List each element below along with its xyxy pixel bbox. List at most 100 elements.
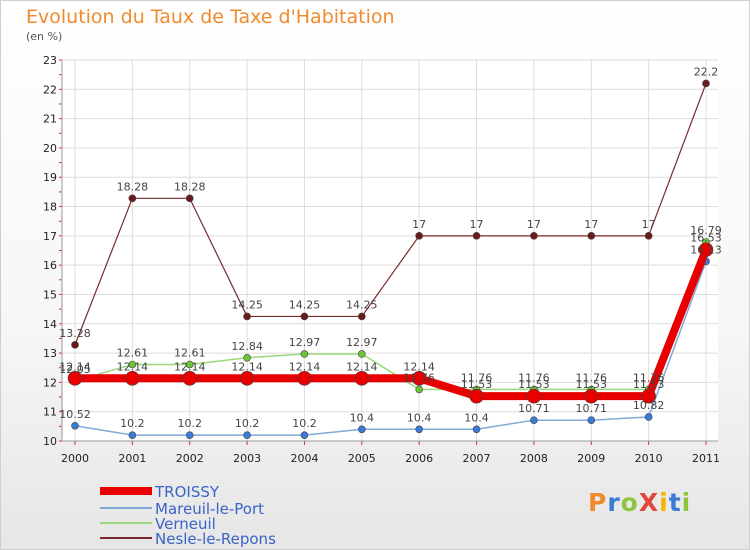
data-point-troissy: [583, 388, 599, 404]
data-point-nesle-le-repons: [702, 79, 710, 88]
data-point-nesle-le-repons: [243, 312, 251, 321]
data-label-verneuil: 12.84: [231, 340, 263, 353]
data-label-mareuil-le-port: 10.82: [633, 399, 665, 412]
data-label-verneuil: 12.61: [117, 347, 149, 360]
brand-letter: i: [681, 488, 692, 517]
data-label-troissy: 11.53: [518, 378, 550, 391]
data-label-mareuil-le-port: 10.2: [292, 417, 317, 430]
x-tick-label: 2006: [405, 452, 433, 465]
data-label-verneuil: 11.76: [518, 371, 550, 384]
data-point-mareuil-le-port: [128, 431, 137, 439]
legend-label-mareuil-le-port: Mareuil-le-Port: [155, 500, 264, 518]
data-label-nesle-le-repons: 17: [412, 218, 426, 231]
data-label-nesle-le-repons: 18.28: [117, 180, 149, 193]
x-tick-label: 2008: [520, 452, 548, 465]
data-label-mareuil-le-port: 16.13: [690, 243, 722, 256]
y-tick-label: 19: [43, 171, 57, 184]
data-label-nesle-le-repons: 14.25: [231, 298, 263, 311]
data-label-troissy: 11.53: [576, 378, 608, 391]
data-label-mareuil-le-port: 10.71: [576, 402, 608, 415]
brand-letter: t: [668, 488, 682, 517]
data-point-troissy: [469, 388, 484, 404]
data-label-mareuil-le-port: 10.2: [177, 417, 202, 430]
data-point-mareuil-le-port: [185, 431, 194, 439]
data-point-mareuil-le-port: [644, 413, 653, 421]
series-line-nesle-le-repons: [74, 83, 707, 346]
x-tick-label: 2003: [233, 452, 261, 465]
data-point-troissy: [641, 388, 656, 404]
chart-title: Evolution du Taux de Taxe d'Habitation: [26, 6, 395, 28]
chart-unit-label: (en %): [26, 30, 63, 43]
brand-letter: i: [659, 488, 669, 517]
data-label-mareuil-le-port: 10.52: [59, 408, 91, 421]
data-point-mareuil-le-port: [71, 421, 79, 430]
data-label-mareuil-le-port: 10.71: [518, 402, 550, 415]
data-label-verneuil: 11.76: [633, 371, 665, 384]
data-point-troissy: [411, 370, 427, 386]
data-label-troissy: 11.53: [633, 378, 665, 391]
data-label-troissy: 12.14: [174, 360, 206, 373]
data-point-nesle-le-repons: [185, 194, 194, 203]
data-label-mareuil-le-port: 10.4: [407, 411, 432, 424]
data-label-troissy: 16.53: [690, 232, 722, 245]
legend-label-troissy: TROISSY: [154, 483, 220, 501]
data-point-nesle-le-repons: [587, 232, 596, 240]
data-point-troissy: [125, 370, 140, 386]
x-tick-label: 2002: [176, 452, 204, 465]
data-point-mareuil-le-port: [358, 425, 366, 434]
data-label-verneuil: 12.05: [59, 363, 91, 376]
data-label-verneuil: 12.61: [174, 347, 206, 360]
data-label-mareuil-le-port: 10.2: [235, 417, 260, 430]
series-line-verneuil: [74, 241, 707, 391]
data-point-nesle-le-repons: [71, 341, 79, 349]
data-point-troissy: [67, 370, 83, 386]
data-point-troissy: [239, 370, 255, 386]
data-label-nesle-le-repons: 13.28: [59, 327, 91, 340]
data-point-nesle-le-repons: [472, 232, 481, 240]
data-point-mareuil-le-port: [300, 431, 309, 439]
x-tick-label: 2007: [463, 452, 491, 465]
y-tick-label: 17: [43, 230, 57, 243]
data-point-verneuil: [185, 360, 194, 369]
x-tick-label: 2009: [577, 452, 605, 465]
data-label-nesle-le-repons: 14.25: [289, 298, 321, 311]
series-line-mareuil-le-port: [74, 261, 707, 436]
legend-label-verneuil: Verneuil: [155, 515, 216, 533]
data-point-troissy: [297, 370, 312, 386]
data-point-verneuil: [358, 350, 366, 358]
data-point-nesle-le-repons: [358, 312, 366, 321]
x-tick-label: 2011: [692, 452, 720, 465]
data-point-verneuil: [243, 353, 251, 362]
data-point-mareuil-le-port: [587, 416, 596, 424]
data-label-mareuil-le-port: 10.2: [120, 417, 145, 430]
data-point-mareuil-le-port: [530, 416, 538, 424]
data-label-troissy: 12.14: [403, 360, 435, 373]
x-tick-label: 2000: [61, 452, 89, 465]
y-tick-label: 23: [43, 54, 57, 67]
data-label-nesle-le-repons: 17: [527, 218, 541, 231]
y-tick-label: 14: [43, 318, 57, 331]
y-tick-label: 16: [43, 259, 57, 272]
data-label-verneuil: 12.97: [289, 336, 321, 349]
data-point-nesle-le-repons: [128, 194, 137, 203]
data-label-troissy: 12.14: [59, 360, 91, 373]
data-label-verneuil: 11.76: [576, 371, 608, 384]
x-tick-label: 2004: [290, 452, 318, 465]
brand-letter: P: [588, 488, 608, 517]
legend-label-nesle-le-repons: Nesle-le-Repons: [155, 530, 276, 548]
brand-letter: X: [638, 488, 660, 517]
brand-letter: o: [620, 488, 639, 517]
y-tick-label: 13: [43, 347, 57, 360]
plot-area: [62, 60, 718, 441]
series-line-troissy: [75, 248, 710, 401]
data-label-troissy: 12.14: [117, 360, 149, 373]
data-point-nesle-le-repons: [415, 232, 423, 240]
y-tick-label: 12: [43, 376, 57, 389]
data-point-nesle-le-repons: [530, 232, 538, 240]
y-tick-label: 18: [43, 201, 57, 214]
data-point-troissy: [354, 370, 370, 386]
y-tick-label: 15: [43, 288, 57, 301]
y-tick-label: 20: [43, 142, 57, 155]
data-label-nesle-le-repons: 14.25: [346, 298, 378, 311]
data-label-nesle-le-repons: 17: [642, 218, 656, 231]
